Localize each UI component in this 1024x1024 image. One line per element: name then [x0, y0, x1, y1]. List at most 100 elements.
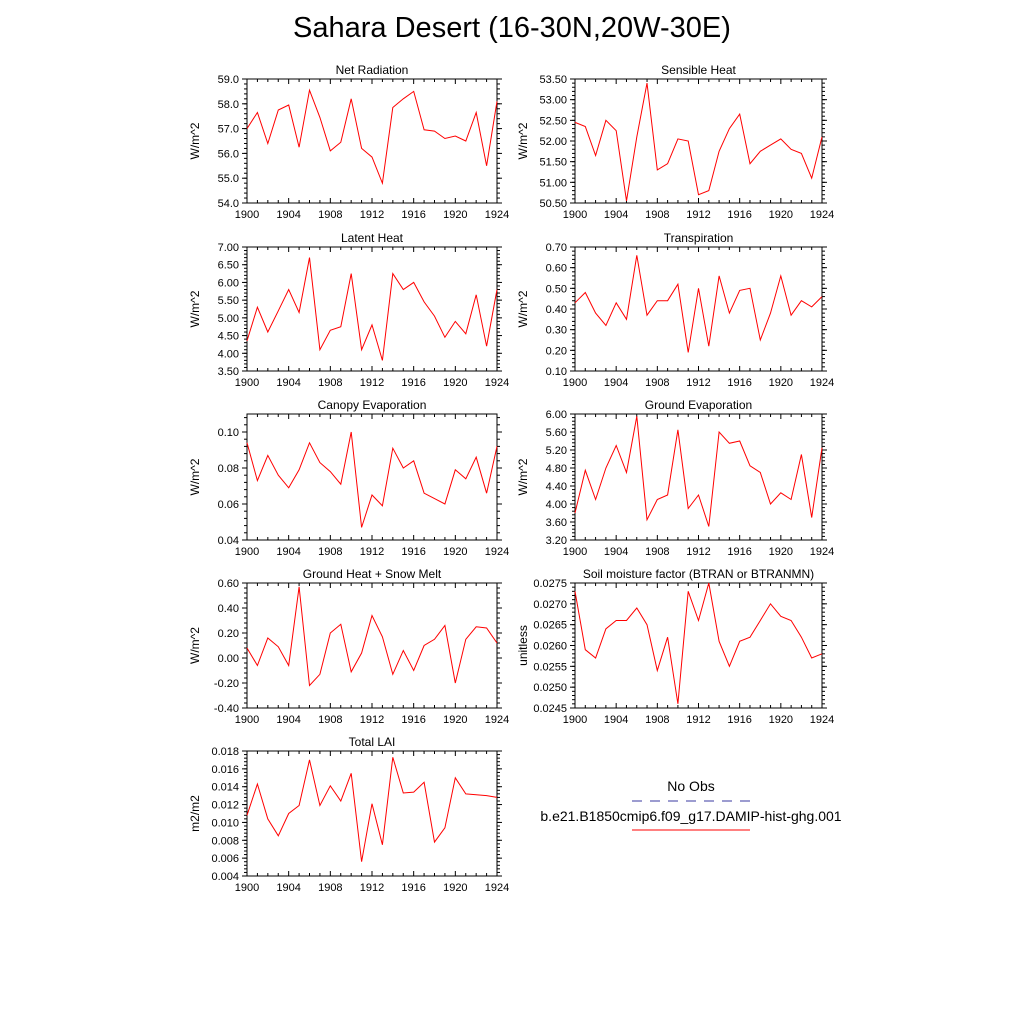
panel-5: Ground Evaporation W/m^2 1900 1904 1908 1912 1…	[516, 398, 834, 558]
y-tick-label: 4.00	[218, 348, 239, 360]
x-tick-label: 1916	[401, 209, 425, 221]
series-line	[574, 582, 823, 704]
x-tick-label: 1904	[604, 546, 628, 558]
x-tick-label: 1924	[810, 377, 834, 389]
y-tick-label: 3.20	[546, 535, 567, 547]
x-tick-label: 1908	[645, 377, 669, 389]
plot-frame	[574, 413, 823, 541]
x-tick-label: 1920	[443, 714, 467, 726]
x-tick-label: 1912	[686, 546, 710, 558]
plot-frame	[574, 246, 823, 372]
y-tick-label: 0.04	[218, 535, 239, 547]
x-tick-label: 1908	[318, 882, 342, 894]
y-axis-label: W/m^2	[516, 122, 530, 159]
x-tick-label: 1912	[686, 377, 710, 389]
y-tick-label: -0.40	[214, 703, 239, 715]
series-line	[246, 431, 498, 528]
x-tick-label: 1900	[563, 377, 587, 389]
x-tick-label: 1912	[360, 377, 384, 389]
x-tick-label: 1900	[235, 209, 259, 221]
legend-label-obs: No Obs	[667, 778, 715, 794]
series-line	[246, 757, 498, 862]
y-tick-label: 0.60	[546, 263, 567, 275]
y-tick-label: 5.50	[218, 295, 239, 307]
x-tick-label: 1916	[727, 714, 751, 726]
x-tick-label: 1908	[645, 209, 669, 221]
x-tick-label: 1916	[727, 377, 751, 389]
series-line	[246, 586, 498, 687]
panel-8: Total LAI m2/m2 1900 1904 1908 1912 1916 1920 19…	[188, 735, 509, 894]
x-tick-label: 1900	[235, 377, 259, 389]
plot-frame	[574, 582, 823, 709]
y-tick-label: 0.10	[546, 366, 567, 378]
x-tick-label: 1920	[443, 377, 467, 389]
y-tick-label: 0.010	[211, 817, 239, 829]
x-tick-label: 1916	[401, 377, 425, 389]
x-tick-label: 1900	[563, 546, 587, 558]
panel-7: Soil moisture factor (BTRAN or BTRANMN) u…	[516, 567, 834, 726]
y-tick-label: 52.50	[539, 115, 567, 127]
y-tick-label: 0.0260	[533, 641, 567, 653]
x-tick-label: 1904	[604, 209, 628, 221]
x-tick-label: 1924	[485, 546, 509, 558]
x-tick-label: 1908	[318, 546, 342, 558]
y-tick-label: 52.00	[539, 136, 567, 148]
x-tick-label: 1912	[360, 714, 384, 726]
x-tick-label: 1904	[276, 882, 300, 894]
plot-frame	[246, 246, 498, 372]
y-tick-label: 7.00	[218, 242, 239, 254]
x-tick-label: 1920	[443, 546, 467, 558]
x-tick-label: 1904	[276, 714, 300, 726]
plot-frame	[246, 413, 498, 541]
x-tick-label: 1912	[360, 882, 384, 894]
chart-title: Canopy Evaporation	[318, 398, 427, 412]
chart-title: Latent Heat	[341, 231, 404, 245]
chart-title: Ground Heat + Snow Melt	[303, 567, 442, 581]
y-tick-label: 0.0275	[533, 578, 567, 590]
x-tick-label: 1900	[235, 546, 259, 558]
y-tick-label: 54.0	[218, 198, 239, 210]
y-tick-label: 0.0255	[533, 661, 567, 673]
chart-title: Total LAI	[349, 735, 396, 749]
plot-frame	[246, 78, 498, 204]
panel-2: Latent Heat W/m^2 1900 1904 1908 1912 1916 1920…	[188, 231, 509, 389]
y-axis-label: m2/m2	[188, 795, 202, 832]
y-tick-label: 53.00	[539, 95, 567, 107]
plot-frame	[246, 750, 498, 877]
chart-title: Ground Evaporation	[645, 398, 752, 412]
y-axis-label: W/m^2	[516, 458, 530, 495]
legend-label-case: b.e21.B1850cmip6.f09_g17.DAMIP-hist-ghg.…	[540, 808, 842, 824]
y-tick-label: 0.008	[211, 835, 239, 847]
plot-frame	[574, 78, 823, 204]
y-tick-label: 5.60	[546, 427, 567, 439]
y-tick-label: 0.016	[211, 764, 239, 776]
y-tick-label: 0.20	[218, 628, 239, 640]
x-tick-label: 1916	[727, 546, 751, 558]
x-tick-label: 1924	[810, 714, 834, 726]
y-tick-label: 50.50	[539, 198, 567, 210]
y-tick-label: 59.0	[218, 74, 239, 86]
y-axis-label: W/m^2	[188, 458, 202, 495]
x-tick-label: 1900	[563, 209, 587, 221]
x-tick-label: 1900	[235, 714, 259, 726]
y-tick-label: 0.018	[211, 746, 239, 758]
panel-6: Ground Heat + Snow Melt W/m^2 1900 1904 1908…	[188, 567, 509, 726]
y-axis-label: unitless	[516, 625, 530, 666]
y-tick-label: 6.00	[546, 409, 567, 421]
x-tick-label: 1924	[485, 209, 509, 221]
y-tick-label: 0.0270	[533, 599, 567, 611]
x-tick-label: 1904	[604, 714, 628, 726]
x-tick-label: 1924	[485, 882, 509, 894]
series-line	[246, 88, 498, 186]
y-tick-label: 4.80	[546, 463, 567, 475]
x-tick-label: 1920	[769, 377, 793, 389]
chart-title: Transpiration	[664, 231, 734, 245]
y-tick-label: 0.012	[211, 800, 239, 812]
y-tick-label: 0.50	[546, 283, 567, 295]
x-tick-label: 1904	[276, 209, 300, 221]
y-tick-label: 51.50	[539, 157, 567, 169]
y-tick-label: 0.014	[211, 782, 239, 794]
x-tick-label: 1920	[769, 546, 793, 558]
y-tick-label: 0.70	[546, 242, 567, 254]
